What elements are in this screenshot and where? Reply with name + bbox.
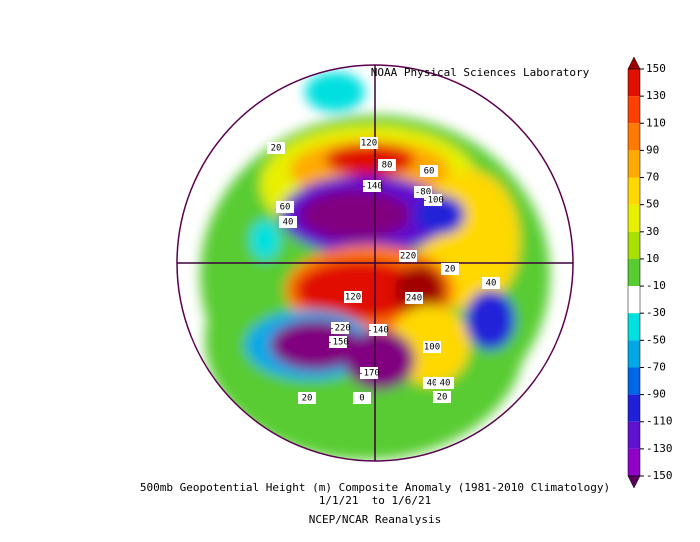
source: NOAA Physical Sciences Laboratory: [371, 66, 590, 79]
contour-label-bg: [369, 324, 387, 336]
contour-label: 40: [440, 379, 451, 389]
contour-label: 60: [280, 203, 291, 213]
contour-label: 120: [361, 139, 377, 149]
contour-label-bg: [441, 263, 459, 275]
colorbar-segment: [628, 96, 640, 124]
contour-label: -80: [415, 188, 431, 198]
colorbar-segment: [628, 123, 640, 151]
contour-label-bg: [420, 165, 438, 177]
colorbar-label: -10: [646, 279, 666, 292]
contour-label-bg: [423, 341, 441, 353]
colorbar-label: 110: [646, 116, 666, 129]
dataset: NCEP/NCAR Reanalysis: [309, 513, 441, 526]
colorbar-segment: [628, 313, 640, 341]
contour-label: 40: [486, 279, 497, 289]
contour-label-bg: [329, 336, 347, 348]
contour-label-bg: [279, 216, 297, 228]
colorbar-label: 10: [646, 252, 659, 265]
contour-label: 80: [382, 161, 393, 171]
colorbar-segment: [628, 150, 640, 178]
colorbar-label: -130: [646, 442, 673, 455]
colorbar-label: 150: [646, 62, 666, 75]
contour-label-bg: [363, 180, 381, 192]
date-range: 1/1/21 to 1/6/21: [319, 494, 432, 507]
colorbar-label: -30: [646, 306, 666, 319]
colorbar-segment: [628, 204, 640, 232]
colorbar-segment: [628, 367, 640, 395]
contour-label: 20: [302, 394, 313, 404]
colorbar-segment: [628, 340, 640, 368]
contour-label: -220: [329, 324, 351, 334]
contour-label: -100: [422, 196, 444, 206]
colorbar-label: -70: [646, 360, 666, 373]
colorbar-label: 130: [646, 89, 666, 102]
colorbar-label: 30: [646, 225, 659, 238]
colorbar-segment: [628, 421, 640, 449]
contour-label-bg: [360, 367, 378, 379]
contour-label-bg: [353, 392, 371, 404]
colorbar-label: -50: [646, 333, 666, 346]
colorbar-segment: [628, 394, 640, 422]
colorbar-label: 90: [646, 143, 659, 156]
contour-label: 20: [445, 265, 456, 275]
contour-label: 120: [345, 293, 361, 303]
colorbar-label: -150: [646, 469, 673, 482]
contour-label-bg: [482, 277, 500, 289]
contour-label: -140: [367, 326, 389, 336]
colorbar-label: -90: [646, 388, 666, 401]
contour-label-bg: [360, 137, 378, 149]
colorbar-label: 50: [646, 198, 659, 211]
contour-label-bg: [433, 391, 451, 403]
colorbar-arrow: [627, 475, 641, 489]
colorbar-label: -110: [646, 415, 673, 428]
contour-label: 100: [424, 343, 440, 353]
contour-label: 0: [359, 394, 364, 404]
contour-label: -140: [361, 182, 383, 192]
contour-label-bg: [331, 322, 349, 334]
contour-label: 220: [400, 252, 416, 262]
colorbar-segment: [628, 286, 640, 314]
colorbar-frame: [627, 68, 641, 477]
contour-label-bg: [399, 250, 417, 262]
colorbar-segment: [628, 69, 640, 97]
contour-label-bg: [405, 292, 423, 304]
colorbar-segment: [628, 177, 640, 205]
contour-label-bg: [436, 377, 454, 389]
colorbar-segment: [628, 448, 640, 476]
contour-label-bg: [276, 201, 294, 213]
contour-label-bg: [344, 291, 362, 303]
anomaly-map: [177, 65, 573, 461]
contour-label: -170: [358, 369, 380, 379]
contour-label: -150: [327, 338, 349, 348]
contour-label-bg: [267, 142, 285, 154]
contour-label: 60: [424, 167, 435, 177]
contour-label-bg: [298, 392, 316, 404]
colorbar-label: 70: [646, 171, 659, 184]
contour-label: 20: [437, 393, 448, 403]
contour-label: 40: [427, 379, 438, 389]
colorbar-segment: [628, 258, 640, 287]
contour-label: 20: [271, 144, 282, 154]
contour-label: 40: [283, 218, 294, 228]
contour-label-bg: [378, 159, 396, 171]
colorbar-segment: [628, 231, 640, 259]
contour-label: 240: [406, 294, 422, 304]
colorbar-arrow: [627, 56, 641, 70]
title: 500mb Geopotential Height (m) Composite …: [140, 481, 610, 494]
contour-label-bg: [424, 194, 442, 206]
